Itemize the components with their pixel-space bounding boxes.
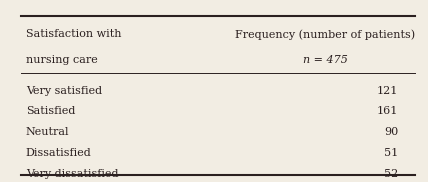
Text: Satisfied: Satisfied	[26, 106, 75, 116]
Text: Satisfaction with: Satisfaction with	[26, 29, 121, 39]
Text: 51: 51	[384, 148, 398, 158]
Text: 90: 90	[384, 127, 398, 137]
Text: n = 475: n = 475	[303, 55, 348, 65]
Text: Very dissatisfied: Very dissatisfied	[26, 169, 118, 179]
Text: Very satisfied: Very satisfied	[26, 86, 102, 96]
Text: 161: 161	[377, 106, 398, 116]
Text: Dissatisfied: Dissatisfied	[26, 148, 92, 158]
Text: 121: 121	[377, 86, 398, 96]
Text: nursing care: nursing care	[26, 55, 98, 65]
Text: Neutral: Neutral	[26, 127, 69, 137]
Text: Frequency (number of patients): Frequency (number of patients)	[235, 29, 415, 40]
Text: 52: 52	[384, 169, 398, 179]
